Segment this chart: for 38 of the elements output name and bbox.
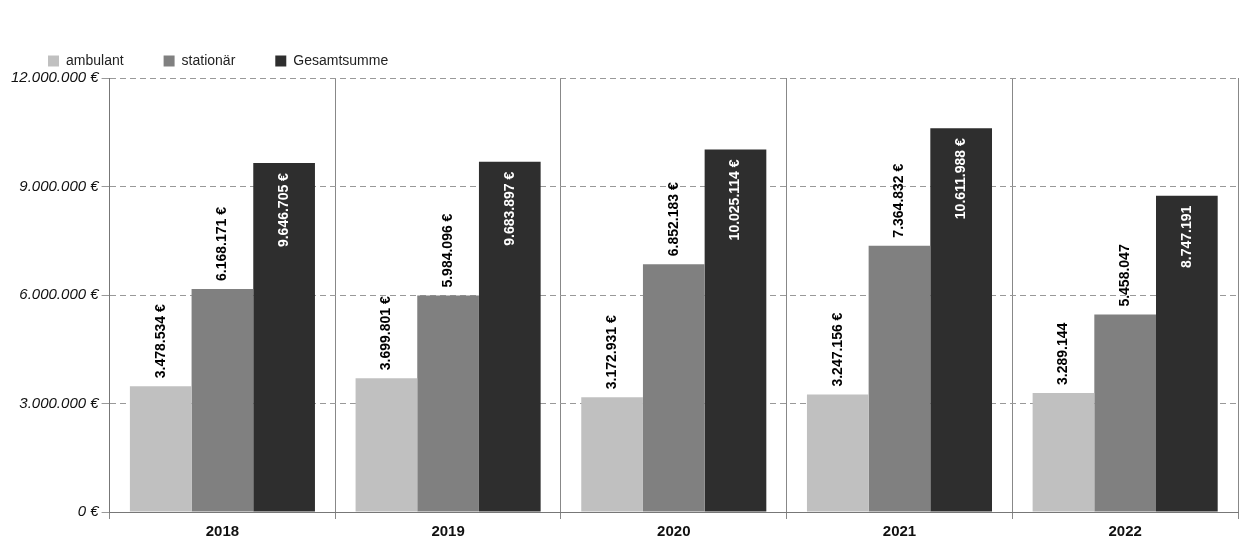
- bar: [930, 128, 993, 512]
- bar: [129, 386, 192, 512]
- legend-label: stationär: [181, 51, 236, 68]
- x-tick-label: 2019: [431, 522, 465, 540]
- y-tick-label: 3.000.000 €: [19, 393, 100, 411]
- data-label: 3.478.534 €: [151, 304, 168, 379]
- x-tick-label: 2018: [205, 522, 240, 540]
- x-tick-label: 2020: [657, 522, 691, 540]
- x-tick-label: 2022: [1108, 522, 1142, 540]
- data-label: 5.984.096 €: [438, 213, 455, 288]
- bar: [581, 397, 643, 512]
- data-label: 8.747.191: [1177, 205, 1194, 268]
- data-label: 6.168.171 €: [213, 206, 230, 281]
- data-label: 6.852.183 €: [664, 182, 681, 257]
- data-label: 3.699.801 €: [377, 296, 394, 371]
- bar: [1156, 195, 1218, 512]
- bar: [1032, 393, 1095, 512]
- data-label: 3.289.144: [1054, 322, 1071, 386]
- data-label: 9.683.897 €: [500, 171, 517, 246]
- data-label: 5.458.047: [1116, 244, 1133, 307]
- data-label: 10.025.114 €: [726, 159, 743, 241]
- data-label: 7.364.832 €: [890, 163, 907, 238]
- legend-label: Gesamtsumme: [293, 51, 389, 68]
- bar: [704, 149, 767, 512]
- y-tick-label: 12.000.000 €: [10, 68, 100, 86]
- y-tick-label: 0 €: [77, 502, 100, 520]
- x-tick-label: 2021: [882, 522, 917, 540]
- bar: [478, 161, 541, 512]
- data-label: 10.611.988 €: [952, 138, 969, 220]
- bar: [355, 378, 418, 512]
- legend-label: ambulant: [66, 51, 124, 68]
- bar: [253, 163, 315, 512]
- data-label: 3.172.931 €: [602, 315, 619, 390]
- bar: [806, 394, 869, 512]
- data-label: 3.247.156 €: [828, 312, 845, 387]
- data-label: 9.646.705 €: [274, 172, 291, 248]
- y-tick-label: 9.000.000 €: [19, 176, 100, 194]
- y-tick-label: 6.000.000 €: [19, 285, 100, 303]
